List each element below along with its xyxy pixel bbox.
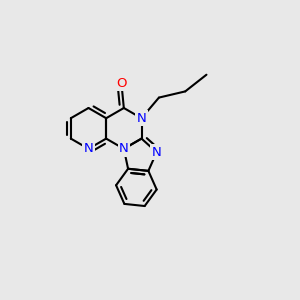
Text: O: O <box>116 77 127 90</box>
Text: N: N <box>152 146 161 159</box>
Text: N: N <box>84 142 93 155</box>
Text: N: N <box>136 112 146 125</box>
Text: N: N <box>119 142 129 155</box>
